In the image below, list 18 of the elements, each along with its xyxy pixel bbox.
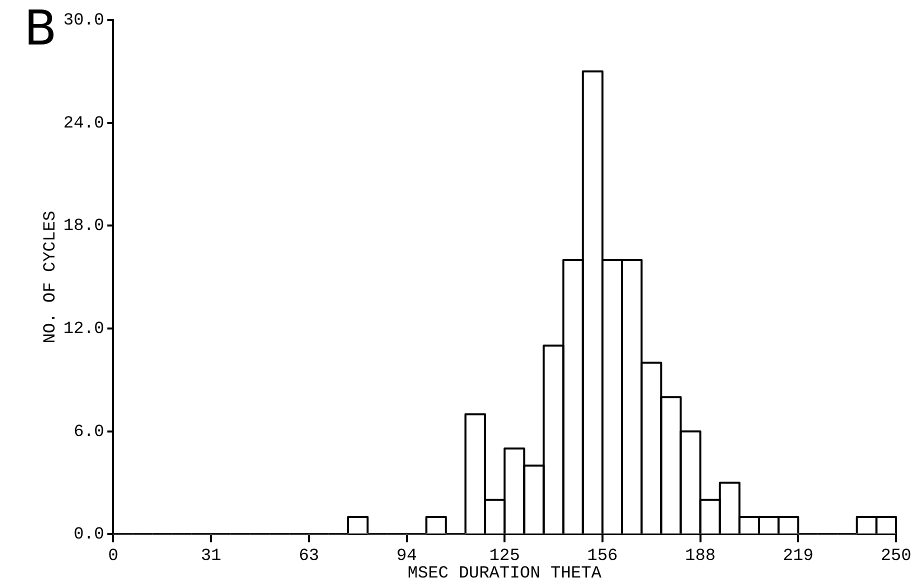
x-tick-label: 31 xyxy=(200,546,222,566)
y-tick-label: 30.0 xyxy=(63,12,104,30)
y-axis-title: NO. OF CYCLES xyxy=(42,210,61,344)
x-tick-label: 250 xyxy=(880,546,912,566)
y-tick-label: 0.0 xyxy=(74,526,104,545)
y-tick-label: 18.0 xyxy=(63,217,104,236)
y-tick-label: 24.0 xyxy=(63,114,104,134)
y-tick-label: 12.0 xyxy=(63,320,104,340)
x-tick-label: 125 xyxy=(489,546,520,566)
x-axis-title: MSEC DURATION THETA xyxy=(408,564,602,583)
x-tick-label: 156 xyxy=(587,546,618,566)
x-tick-label: 94 xyxy=(396,546,417,566)
y-tick-label: 6.0 xyxy=(74,422,104,442)
x-tick-label: 63 xyxy=(298,546,320,566)
x-tick-label: 219 xyxy=(782,546,814,566)
x-tick-label: 188 xyxy=(684,546,716,566)
x-tick-label: 0 xyxy=(108,546,118,566)
text: B xyxy=(24,0,57,56)
